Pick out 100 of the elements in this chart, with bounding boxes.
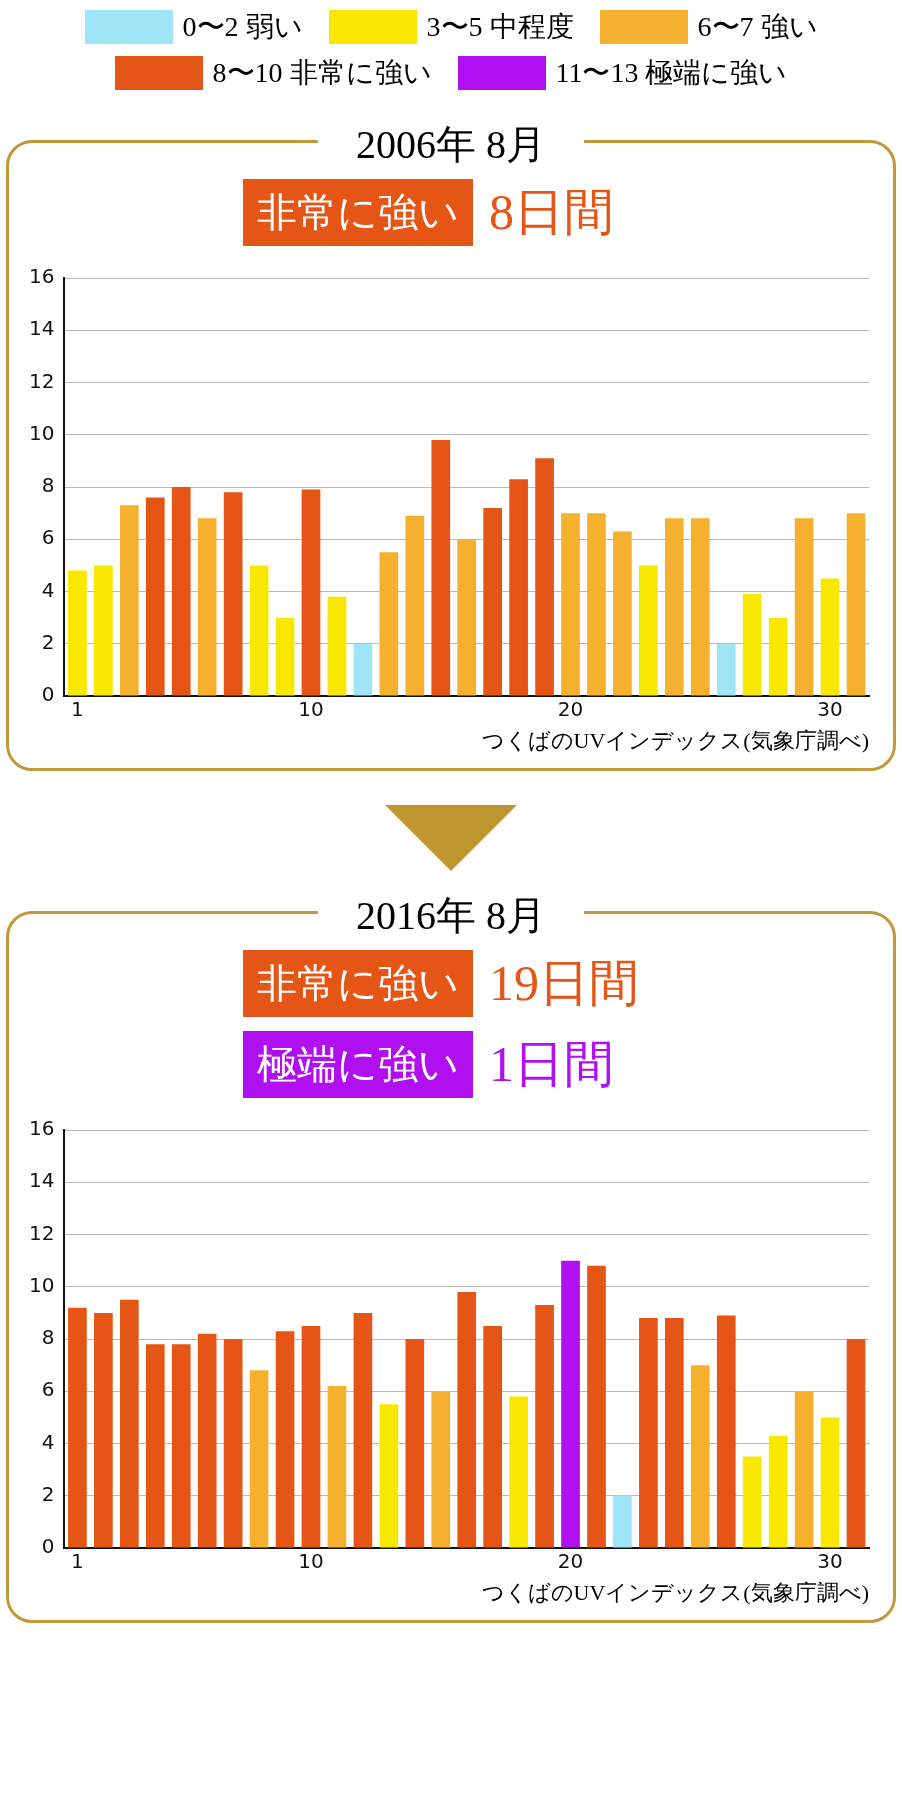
bar [119,505,139,696]
bar [119,1299,139,1548]
bar [301,489,321,696]
bar [613,531,632,696]
x-tick-label: 10 [298,1549,324,1574]
bar [197,1333,217,1548]
y-tick-label: 16 [29,1116,55,1141]
y-tick-label: 14 [29,1168,55,1193]
text: つくばのUVインデックス(気象庁調べ) [480,1579,870,1607]
bar [327,1386,347,1548]
bar [613,1495,632,1548]
bar [145,1344,165,1548]
bar [665,518,684,696]
bar [639,1318,658,1548]
y-tick-label: 6 [41,525,55,550]
y-tick-label: 4 [41,1429,55,1454]
x-tick-label: 20 [557,1549,584,1574]
y-tick-label: 10 [29,420,55,445]
y-tick-label: 6 [41,1377,55,1402]
bar [353,1312,373,1548]
bar [197,518,217,696]
text: 非常に強い [243,950,473,1017]
y-tick-label: 0 [41,1534,55,1559]
bar [223,492,243,696]
bar [353,643,373,696]
bar [509,1396,528,1548]
y-tick-label: 10 [29,1272,55,1297]
y-tick-label: 4 [41,577,55,602]
text: 極端に強い [243,1031,473,1098]
bar [794,518,814,696]
bar [846,1339,866,1548]
x-tick-label: 30 [817,697,843,722]
bar [145,497,165,696]
bar [327,596,347,696]
bar [587,1265,606,1548]
text: 非常に強い [243,179,473,246]
bar [457,1291,477,1548]
x-tick-label: 30 [817,1549,843,1574]
x-tick-label: 1 [71,697,84,722]
bar [483,507,503,696]
legend-label: 6〜7 強い [697,10,818,44]
bar [820,578,840,696]
bar [223,1339,243,1548]
bar [171,487,191,696]
y-tick-label: 8 [41,473,55,498]
bar [561,513,580,696]
text: つくばのUVインデックス(気象庁調べ) [480,727,870,755]
bar [846,513,866,696]
x-tick-label: 20 [557,697,584,722]
y-tick-label: 16 [29,264,55,289]
bar [509,479,528,696]
bar [68,570,87,696]
text: 1日間 [489,1035,615,1094]
bar [690,1365,710,1548]
bar [665,1318,684,1548]
bar [431,439,451,696]
bar [68,1307,87,1548]
y-tick-label: 2 [41,1481,55,1506]
y-tick-label: 12 [29,368,55,393]
y-tick-label: 8 [41,1325,55,1350]
bar [275,1331,295,1548]
legend-label: 3〜5 中程度 [426,10,574,44]
bar [301,1325,321,1548]
chart-title: 2016年 8月 [318,888,584,943]
bar [639,565,658,696]
bar [794,1391,814,1548]
bar [405,515,425,696]
bar [379,1404,399,1548]
bar [535,1305,554,1548]
bar [820,1417,840,1548]
y-tick-label: 14 [29,316,55,341]
x-tick-label: 10 [298,697,324,722]
bar [768,1435,788,1548]
text: 8日間 [489,183,615,242]
bar [249,565,269,696]
bar [171,1344,191,1548]
bar [249,1370,269,1548]
legend-label: 11〜13 極端に強い [555,56,788,90]
bar [457,539,477,696]
bar [587,513,606,696]
bar [405,1339,425,1548]
bar [716,1315,736,1548]
bar [716,643,736,696]
y-tick-label: 0 [41,682,55,707]
y-tick-label: 2 [41,629,55,654]
bar [742,594,762,696]
legend-label: 8〜10 非常に強い [212,56,432,90]
bar [561,1260,580,1548]
x-tick-label: 1 [71,1549,84,1574]
bar [742,1456,762,1548]
bar [94,565,113,696]
bar [535,458,554,696]
bar [275,617,295,696]
bar [690,518,710,696]
bar [379,552,399,696]
y-tick-label: 12 [29,1220,55,1245]
bar [431,1391,451,1548]
text: 19日間 [489,954,640,1013]
bar [768,617,788,696]
bar [483,1325,503,1548]
